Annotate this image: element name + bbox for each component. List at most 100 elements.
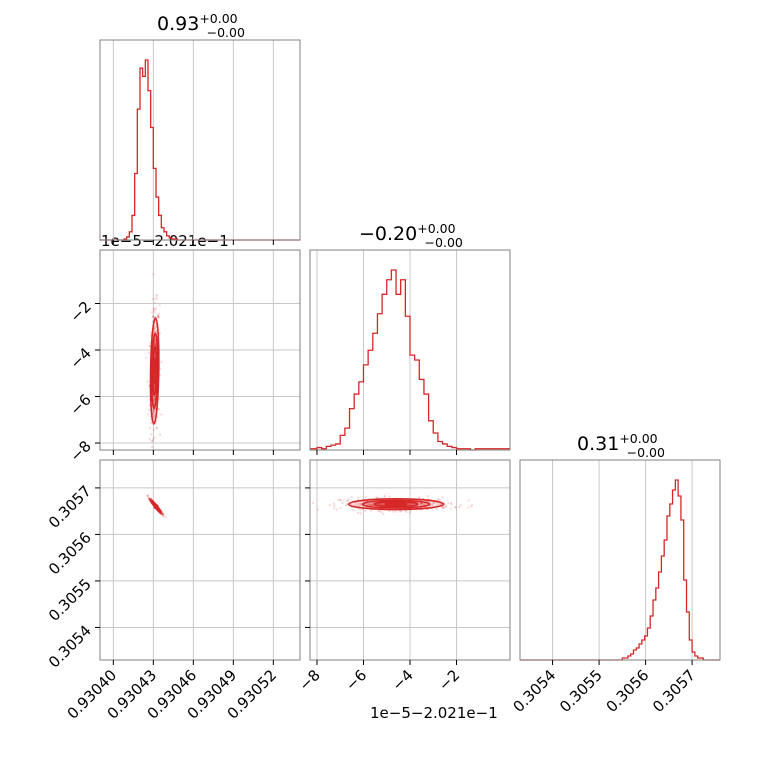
joint-p1_p2-sample-point: [311, 501, 315, 505]
joint-p1_p2-sample-point: [441, 506, 444, 509]
joint-p1_p2-sample-point: [408, 511, 412, 514]
joint-p1_p2-sample-point: [347, 498, 350, 501]
joint-p1_p2-sample-point: [368, 503, 372, 506]
joint-p0_p1-sample-point: [153, 395, 156, 398]
joint-p0_p1-sample-point: [153, 326, 156, 330]
joint-p0_p2-sample-point: [148, 498, 151, 501]
joint-p0_p1-sample-point: [152, 315, 155, 318]
joint-p0_p1-ytick-label: −2: [66, 298, 94, 326]
joint-p1_p2-sample-point: [388, 495, 391, 498]
joint-p1_p2-sample-point: [333, 504, 336, 507]
joint-p0_p1-sample-point: [153, 436, 156, 439]
joint-p0_p1-sample-point: [157, 312, 160, 315]
joint-p0_p2-ytick-label: 0.3056: [45, 529, 95, 579]
joint-p1_p2-sample-point: [418, 496, 421, 499]
joint-p1_p2-sample-point: [359, 503, 362, 506]
joint-p0_p1-sample-point: [154, 422, 158, 425]
joint-p1_p2-sample-point: [354, 503, 357, 506]
joint-p0_p1-sample-point: [158, 332, 161, 335]
joint-p0_p1-sample-point: [153, 337, 157, 340]
joint-p1_p2-sample-point: [432, 502, 435, 505]
joint-p1_p2-sample-point: [359, 503, 362, 506]
joint-p1_p2-sample-point: [337, 498, 340, 501]
hist-p2-xtick-label: 0.3055: [556, 666, 606, 716]
joint-p1_p2-sample-point: [383, 494, 386, 497]
joint-p1_p2-sample-point: [383, 496, 386, 499]
joint-p1_p2-sample-point: [346, 499, 349, 502]
joint-p1_p2-xtick-label: −8: [295, 666, 323, 694]
joint-p0_p1-sample-point: [152, 415, 155, 418]
joint-p1_p2-sample-point: [339, 498, 342, 501]
joint-p1_p2-sample-point: [422, 503, 425, 506]
joint-p1_p2-sample-point: [371, 503, 374, 506]
joint-p1_p2-sample-point: [419, 501, 423, 505]
joint-p1_p2-sample-point: [382, 512, 385, 516]
joint-p0_p2-sample-point: [148, 497, 151, 500]
joint-p0_p1-sample-point: [157, 316, 160, 319]
joint-p0_p2-sample-point: [147, 496, 151, 500]
joint-p1_p2-sample-point: [458, 506, 461, 509]
joint-p0_p1-sample-point: [152, 273, 155, 276]
joint-p0_p1-sample-point: [160, 413, 163, 416]
joint-p1_p2-panel: −8 −6 −4 −2: [295, 459, 511, 694]
joint-p0_p2-sample-point: [162, 513, 165, 517]
joint-p1_p2-sample-point: [441, 507, 444, 510]
joint-p1_p2-sample-point: [359, 502, 362, 505]
joint-p1_p2-sample-point: [346, 502, 349, 506]
joint-p0_p1-sample-point: [155, 426, 158, 429]
joint-p1_p2-sample-point: [450, 507, 453, 510]
hist-p2-steps: [520, 479, 720, 661]
joint-p1_p2-sample-point: [356, 503, 359, 506]
joint-p0_p1-sample-point: [153, 301, 156, 304]
hist-p2-xtick-label: 0.3057: [649, 666, 699, 716]
joint-p0_p1-sample-point: [149, 421, 152, 425]
joint-p0_p1-ytick-label: −4: [66, 344, 94, 372]
joint-p0_p1-sample-point: [148, 426, 152, 430]
joint-p0_p1-sample-point: [153, 343, 156, 347]
joint-p0_p1-sample-point: [152, 428, 155, 431]
joint-p0_p1-sample-point: [157, 315, 160, 318]
joint-p0_p1-sample-point: [152, 310, 155, 313]
joint-p1_p2-sample-point: [420, 502, 423, 505]
joint-p0_p2-sample-point: [147, 497, 150, 500]
joint-p1_p2-sample-point: [345, 504, 348, 507]
joint-p1_p2-sample-point: [375, 496, 378, 499]
joint-p1_p2-sample-point: [400, 510, 403, 513]
joint-p1_p2-sample-point: [435, 508, 438, 511]
joint-p0_p1-sample-point: [155, 293, 158, 296]
joint-p0_p1-sample-point: [151, 315, 154, 319]
joint-p0_p1-sample-point: [153, 398, 156, 401]
joint-p0_p1-sample-point: [147, 413, 150, 416]
joint-p1_p2-sample-point: [471, 504, 474, 507]
joint-p0_p1-sample-point: [152, 409, 155, 412]
joint-p1_p2-sample-point: [377, 509, 380, 512]
joint-p0_p2-sample-point: [148, 497, 151, 500]
joint-p1_p2-sample-point: [364, 496, 367, 499]
joint-p0_p1-sample-point: [154, 343, 157, 347]
joint-p0_p1-ytick-label: −6: [66, 391, 94, 419]
joint-p1_p2-sample-point: [440, 503, 443, 506]
offset-label-p1-y: 1e−5−2.021e−1: [101, 232, 229, 250]
joint-p0_p1-sample-point: [151, 440, 154, 443]
joint-p0_p2-ytick-label: 0.3057: [45, 482, 95, 532]
joint-p0_p1-sample-point: [156, 314, 160, 317]
joint-p0_p2-sample-point: [162, 513, 165, 516]
joint-p0_p1-sample-point: [153, 343, 156, 347]
joint-p1_p2-sample-point: [388, 509, 391, 513]
joint-p0_p1-sample-point: [154, 343, 157, 346]
joint-p1_p2-sample-point: [342, 499, 345, 502]
joint-p1_p2-sample-point: [394, 510, 397, 513]
joint-p0_p1-sample-point: [153, 384, 156, 388]
joint-p1_p2-sample-point: [357, 501, 360, 505]
joint-p1_p2-sample-point: [339, 506, 342, 510]
offset-label-p1-x: 1e−5−2.021e−1: [370, 704, 498, 722]
joint-p1_p2-sample-point: [449, 501, 453, 505]
hist-p0-steps: [100, 59, 300, 241]
joint-p0_p2-sample-point: [148, 498, 151, 501]
joint-p1_p2-sample-point: [407, 503, 410, 506]
joint-p0_p2-sample-point: [146, 494, 149, 497]
joint-p0_p2-sample-point: [164, 516, 167, 519]
joint-p0_p2-panel: 0.930400.930430.930460.930490.930520.305…: [45, 459, 301, 723]
title-p1: −0.20+0.00 −0.00: [359, 221, 463, 250]
